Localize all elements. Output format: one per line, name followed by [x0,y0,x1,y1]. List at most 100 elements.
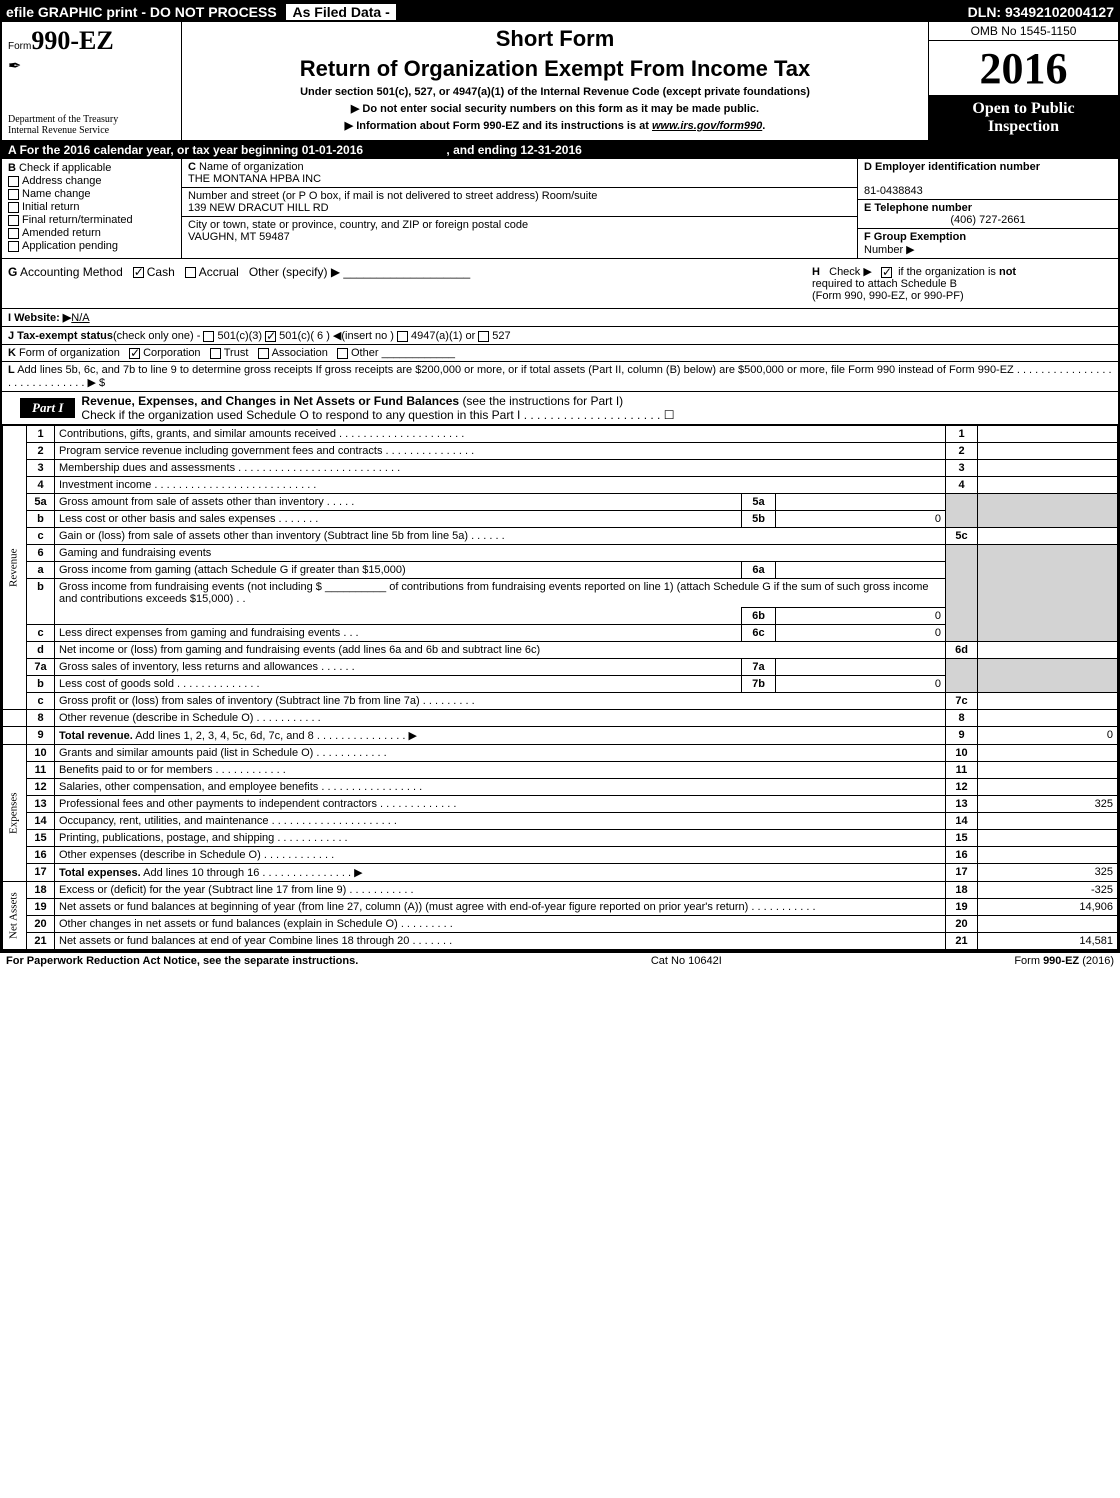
name-change-checkbox[interactable] [8,189,19,200]
l9-text: Total revenue. [59,730,133,742]
a1-checkbox[interactable] [397,331,408,342]
l6c-sv: 0 [776,625,946,642]
note1: ▶ Do not enter social security numbers o… [188,102,922,115]
line-1: Revenue 1 Contributions, gifts, grants, … [3,426,1118,443]
pending-checkbox[interactable] [8,241,19,252]
l13-rn: 13 [946,796,978,813]
l2-text: Program service revenue including govern… [59,445,382,457]
l21-num: 21 [27,933,55,950]
l5a-num: 5a [27,494,55,511]
c-checkbox[interactable] [265,331,276,342]
h-label: H [812,266,820,278]
name-change: Name change [22,188,91,200]
l18-rv: -325 [978,882,1118,899]
line-7c: c Gross profit or (loss) from sales of i… [3,693,1118,710]
other: Other [351,347,379,359]
check-if: Check if applicable [19,162,111,174]
section-b: B Check if applicable Address change Nam… [2,159,1118,259]
l21-rv: 14,581 [978,933,1118,950]
pending: Application pending [22,240,118,252]
l13-text: Professional fees and other payments to … [59,798,377,810]
d-value: 81-0438843 [864,185,923,197]
l1-rv [978,426,1118,443]
line-6: 6 Gaming and fundraising events [3,545,1118,562]
other-checkbox[interactable] [337,348,348,359]
part1-check: Check if the organization used Schedule … [81,408,674,422]
l21-rn: 21 [946,933,978,950]
a1: 4947(a)(1) or [411,330,475,342]
s527: 527 [492,330,510,342]
accrual-checkbox[interactable] [185,267,196,278]
accrual: Accrual [199,265,239,279]
l7a-text: Gross sales of inventory, less returns a… [59,661,318,673]
l6b-num: b [27,579,55,625]
l5-shade [946,494,978,528]
l5c-rv [978,528,1118,545]
trust-checkbox[interactable] [210,348,221,359]
h-line3: (Form 990, 990-EZ, or 990-PF) [812,290,964,302]
l6-text: Gaming and fundraising events [59,547,211,559]
line-9: 9 Total revenue. Add lines 1, 2, 3, 4, 5… [3,727,1118,745]
l5a-sv [776,494,946,511]
l4-num: 4 [27,477,55,494]
form-number: Form990-EZ [8,26,175,56]
street-row: Number and street (or P O box, if mail i… [182,188,857,217]
trust: Trust [224,347,249,359]
l5c-num: c [27,528,55,545]
e-value: (406) 727-2661 [864,214,1112,226]
dept-treasury: Department of the Treasury [8,114,175,125]
s527-checkbox[interactable] [478,331,489,342]
dept-text: Department of the Treasury Internal Reve… [8,114,175,136]
l6b-text1: Gross income from fundraising events (no… [59,581,322,593]
col-b: B Check if applicable Address change Nam… [2,159,182,258]
org-name-row: C Name of organization THE MONTANA HPBA … [182,159,857,188]
note2-link[interactable]: www.irs.gov/form990 [652,120,762,132]
cash-checkbox[interactable] [133,267,144,278]
l18-text: Excess or (deficit) for the year (Subtra… [59,884,346,896]
row-j: J Tax-exempt status(check only one) - 50… [2,327,1118,345]
footer-year: (2016) [1082,955,1114,967]
row-g: G Accounting Method Cash Accrual Other (… [2,259,1118,309]
l5a-text: Gross amount from sale of assets other t… [59,496,324,508]
l9-rn: 9 [946,727,978,745]
street-label: Number and street (or P O box, if mail i… [188,190,597,202]
part1-title: Revenue, Expenses, and Changes in Net As… [75,392,680,424]
initial-checkbox[interactable] [8,202,19,213]
f-label: F Group Exemption [864,231,966,243]
amended-checkbox[interactable] [8,228,19,239]
l6-shade-val [978,545,1118,642]
l17-num: 17 [27,864,55,882]
row-g-right: H Check ▶ if the organization is not req… [812,265,1112,302]
l1-rn: 1 [946,426,978,443]
l13-num: 13 [27,796,55,813]
row-a-label: A [8,143,16,157]
street: 139 NEW DRACUT HILL RD [188,202,329,214]
l10-rn: 10 [946,745,978,762]
line-11: 11 Benefits paid to or for members . . .… [3,762,1118,779]
short-form-title: Short Form [188,26,922,52]
footer-form: Form [1014,955,1040,967]
c3-checkbox[interactable] [203,331,214,342]
l6b-sv: 0 [776,608,946,625]
note2: ▶ Information about Form 990-EZ and its … [188,119,922,132]
col-c: C Name of organization THE MONTANA HPBA … [182,159,858,258]
l7a-num: 7a [27,659,55,676]
row-a-ending: , and ending 12-31-2016 [446,143,581,157]
final: Final return/terminated [22,214,133,226]
h-text3: not [999,266,1016,278]
line-3: 3 Membership dues and assessments . . . … [3,460,1118,477]
as-filed: As Filed Data - [284,2,397,22]
l5a-sn: 5a [742,494,776,511]
addr-change-checkbox[interactable] [8,176,19,187]
assoc-checkbox[interactable] [258,348,269,359]
h-checkbox[interactable] [881,267,892,278]
corp-checkbox[interactable] [129,348,140,359]
final-checkbox[interactable] [8,215,19,226]
l-text: Add lines 5b, 6c, and 7b to line 9 to de… [8,364,1112,389]
l12-rn: 12 [946,779,978,796]
omb: OMB No 1545-1150 [929,22,1118,41]
l11-rn: 11 [946,762,978,779]
row-a-text: For the 2016 calendar year, or tax year … [20,143,364,157]
line-5a: 5a Gross amount from sale of assets othe… [3,494,1118,511]
note2-text: ▶ Information about Form 990-EZ and its … [345,120,652,132]
